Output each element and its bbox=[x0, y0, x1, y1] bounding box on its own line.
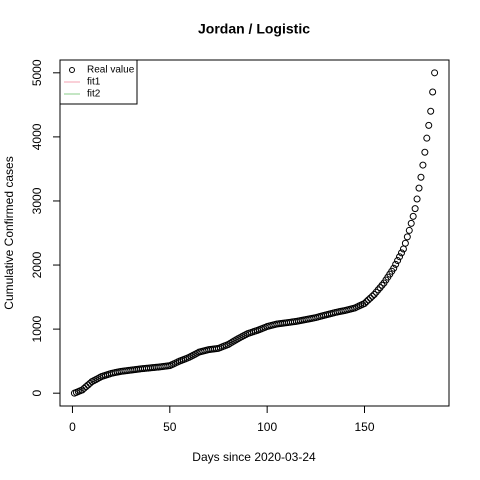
data-point bbox=[413, 195, 421, 203]
data-point bbox=[362, 298, 370, 306]
legend-label: Real value bbox=[87, 65, 135, 76]
data-point bbox=[427, 107, 435, 115]
x-tick-label: 150 bbox=[354, 420, 374, 434]
data-point bbox=[396, 253, 404, 261]
x-tick-label: 0 bbox=[69, 420, 76, 434]
data-point bbox=[401, 239, 409, 247]
data-point bbox=[425, 121, 433, 129]
data-point bbox=[421, 148, 429, 156]
data-point bbox=[409, 212, 417, 220]
y-tick-label: 1000 bbox=[30, 315, 44, 342]
y-axis-label: Cumulative Confirmed cases bbox=[2, 156, 16, 309]
chart-title: Jordan / Logistic bbox=[198, 21, 310, 37]
data-point bbox=[397, 249, 405, 257]
data-point bbox=[394, 257, 402, 265]
y-tick-label: 3000 bbox=[30, 187, 44, 214]
x-axis-label: Days since 2020-03-24 bbox=[192, 450, 316, 464]
data-point bbox=[370, 291, 378, 299]
data-point bbox=[417, 173, 425, 181]
data-point bbox=[403, 233, 411, 241]
legend-label: fit2 bbox=[87, 89, 101, 100]
data-point bbox=[429, 88, 437, 96]
data-point bbox=[419, 161, 427, 169]
data-point bbox=[361, 299, 369, 307]
data-point bbox=[423, 134, 431, 142]
data-point bbox=[368, 292, 376, 300]
data-point bbox=[372, 288, 380, 296]
data-point bbox=[378, 281, 386, 289]
x-tick-label: 100 bbox=[257, 420, 277, 434]
data-point bbox=[364, 296, 372, 304]
data-point bbox=[431, 69, 439, 77]
plot-frame bbox=[59, 59, 450, 407]
y-tick-label: 4000 bbox=[30, 123, 44, 150]
data-point bbox=[366, 294, 374, 302]
data-point bbox=[392, 260, 400, 268]
data-point bbox=[376, 284, 384, 292]
legend-label: fit1 bbox=[87, 77, 101, 88]
data-point bbox=[407, 219, 415, 227]
y-tick-label: 0 bbox=[30, 390, 44, 397]
legend-marker bbox=[69, 67, 75, 73]
x-tick-label: 50 bbox=[163, 420, 177, 434]
data-point bbox=[390, 264, 398, 272]
y-tick-label: 5000 bbox=[30, 59, 44, 86]
data-point bbox=[415, 184, 423, 192]
data-point bbox=[411, 205, 419, 213]
data-point bbox=[405, 226, 413, 234]
y-tick-label: 2000 bbox=[30, 251, 44, 278]
data-point bbox=[374, 286, 382, 294]
